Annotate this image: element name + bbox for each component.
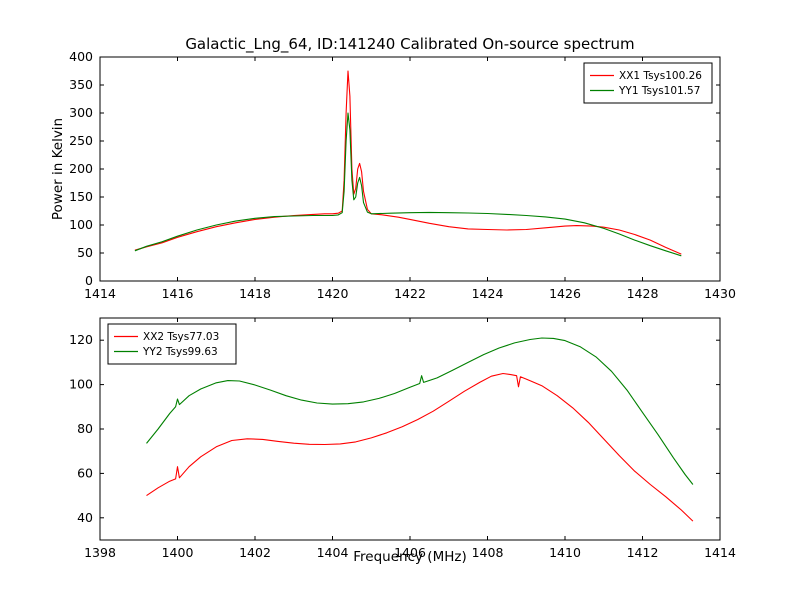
y-tick-label: 350 [69,77,93,92]
y-tick-label: 300 [69,105,93,120]
x-tick-label: 1420 [317,286,349,301]
x-tick-label: 1408 [472,545,504,560]
legend-label: YY2 Tsys99.63 [142,346,218,358]
y-tick-label: 120 [69,332,93,347]
x-tick-label: 1426 [549,286,581,301]
bottom-plot-xlabel: Frequency (MHz) [353,549,467,565]
y-tick-label: 100 [69,217,93,232]
x-tick-label: 1430 [704,286,736,301]
series-line-XX1 [134,70,682,255]
y-tick-label: 250 [69,133,93,148]
legend-box [583,62,713,104]
series-line-XX2 [146,372,694,522]
legend: XX1 Tsys100.26 YY1 Tsys101.57 [583,62,713,104]
x-tick-label: 1424 [472,286,504,301]
bottom-subplot: 1398 1400 1402 1404 1406 1408 1410 1412 1414 40 60… [69,317,736,560]
x-tick-label: 1402 [239,545,271,560]
y-tick-label: 200 [69,161,93,176]
y-tick-label: 50 [77,245,93,260]
x-tick-label: 1428 [627,286,659,301]
x-tick-label: 1404 [317,545,349,560]
x-tick-label: 1418 [239,286,271,301]
x-tick-label: 1400 [162,545,194,560]
legend-label: YY1 Tsys101.57 [618,85,700,97]
series-line-YY1 [134,112,682,257]
chart-title: Galactic_Lng_64, ID:141240 Calibrated On… [185,35,635,53]
x-tick-label: 1414 [84,286,116,301]
y-tick-label: 40 [77,510,93,525]
y-tick-label: 100 [69,377,93,392]
x-tick-label: 1422 [394,286,426,301]
x-tick-label: 1398 [84,545,116,560]
x-tick-label: 1412 [627,545,659,560]
legend: XX2 Tsys77.03 YY2 Tsys99.63 [107,323,237,365]
top-subplot: 1414 1416 1418 1420 1422 1424 1426 1428 1430 0 50 1… [69,49,736,301]
y-tick-label: 80 [77,421,93,436]
x-tick-label: 1416 [162,286,194,301]
y-tick-label: 0 [85,273,93,288]
legend-label: XX1 Tsys100.26 [619,70,702,82]
series-line-YY2 [146,337,694,485]
x-tick-label: 1406 [394,545,426,560]
y-tick-label: 150 [69,189,93,204]
y-tick-label: 60 [77,465,93,480]
legend-box [107,323,237,365]
y-tick-label: 400 [69,49,93,64]
x-tick-label: 1410 [549,545,581,560]
legend-label: XX2 Tsys77.03 [143,331,219,343]
x-tick-label: 1414 [704,545,736,560]
